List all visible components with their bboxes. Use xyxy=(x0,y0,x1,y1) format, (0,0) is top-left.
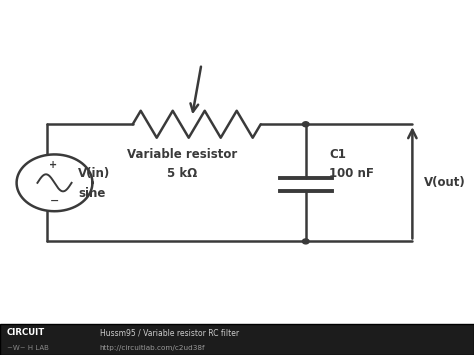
Circle shape xyxy=(302,239,309,244)
Text: −: − xyxy=(50,196,59,206)
Text: 5 kΩ: 5 kΩ xyxy=(167,168,198,180)
Text: V(in): V(in) xyxy=(78,168,110,180)
Text: sine: sine xyxy=(78,187,106,200)
Text: ~W~ H LAB: ~W~ H LAB xyxy=(7,345,49,351)
Text: +: + xyxy=(48,160,57,170)
Text: 100 nF: 100 nF xyxy=(329,168,374,180)
Text: CIRCUIT: CIRCUIT xyxy=(7,328,46,337)
Text: http://circuitlab.com/c2ud38f: http://circuitlab.com/c2ud38f xyxy=(100,345,205,351)
Text: C1: C1 xyxy=(329,148,346,161)
FancyBboxPatch shape xyxy=(0,324,474,355)
Text: Hussm95 / Variable resistor RC filter: Hussm95 / Variable resistor RC filter xyxy=(100,328,239,337)
Text: V(out): V(out) xyxy=(424,176,466,189)
Text: Variable resistor: Variable resistor xyxy=(128,148,237,161)
Circle shape xyxy=(302,122,309,127)
